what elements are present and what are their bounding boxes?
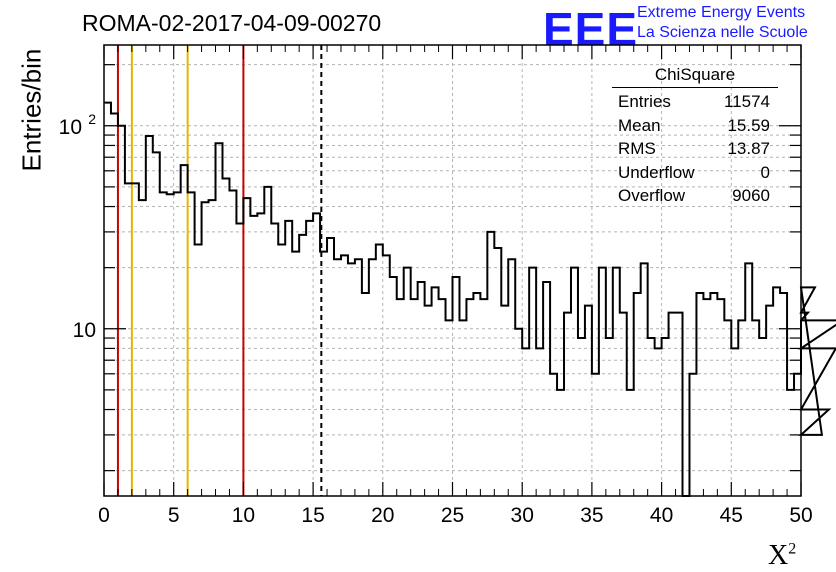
histogram-step-line	[104, 101, 836, 497]
grid-lines	[104, 45, 801, 496]
x-tick-label: 5	[168, 504, 180, 527]
x-tick-label: 15	[301, 504, 324, 527]
plot-title: ROMA-02-2017-04-09-00270	[82, 10, 382, 36]
x-tick-label: 20	[371, 504, 394, 527]
x-tick-label: 0	[98, 504, 110, 527]
y-tick-label-exponent: 2	[88, 111, 96, 127]
tick-labels: 0 5 10 15 20 25 30 35 40 45 50 10 10 2	[59, 111, 813, 527]
x-tick-label: 45	[720, 504, 743, 527]
eee-logo: EEE	[543, 3, 639, 55]
stats-box: ChiSquare Entries 11574 Mean 15.59 RMS 13.8…	[612, 65, 778, 208]
y-tick-label: 10	[73, 319, 96, 342]
logo-subtitle-1: Extreme Energy Events	[637, 4, 806, 21]
x-tick-label: 40	[650, 504, 673, 527]
stats-row-rms: RMS 13.87	[618, 139, 770, 158]
stats-row-underflow: Underflow 0	[618, 162, 770, 182]
x-tick-label: 25	[441, 504, 464, 527]
logo-subtitle-2: La Scienza nelle Scuole	[637, 24, 808, 41]
stats-row-mean: Mean 15.59	[618, 115, 770, 135]
x-tick-label: 50	[789, 504, 812, 527]
y-axis-label: Entries/bin	[16, 48, 47, 172]
stats-row-overflow: Overflow 9060	[618, 186, 770, 205]
axis-ticks	[103, 45, 802, 496]
x-axis-label: X2	[768, 540, 797, 571]
x-tick-label: 35	[580, 504, 603, 527]
y-tick-label: 10	[59, 116, 82, 139]
stats-title: ChiSquare	[612, 65, 778, 88]
plot-frame	[103, 44, 802, 497]
x-tick-label: 30	[511, 504, 534, 527]
marker-lines	[116, 45, 323, 496]
stats-row-entries: Entries 11574	[618, 92, 770, 111]
x-tick-label: 10	[232, 504, 255, 527]
